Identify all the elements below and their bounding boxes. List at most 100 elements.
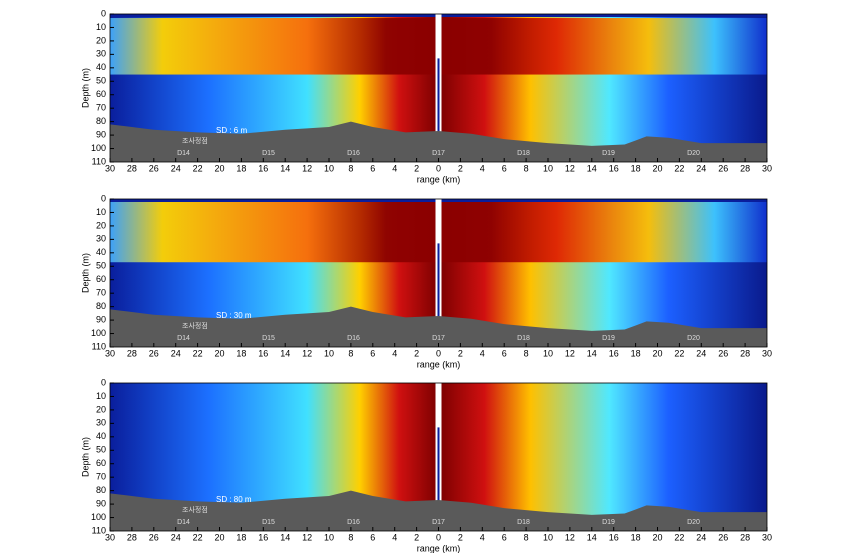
x-tick-label: 6 — [502, 532, 507, 542]
station-label: D18 — [517, 150, 530, 157]
source-depth-label: SD : 80 m — [216, 495, 252, 504]
y-tick-label: 110 — [92, 525, 106, 535]
source-depth-label: SD : 6 m — [216, 126, 247, 135]
station-label: D14 — [177, 335, 190, 342]
x-tick-label: 18 — [631, 532, 641, 542]
x-tick-label: 20 — [652, 163, 662, 173]
station-caption: 조사정점 — [182, 321, 208, 330]
station-label: D17 — [432, 150, 445, 157]
y-tick-label: 60 — [96, 458, 106, 468]
station-label: D15 — [262, 335, 275, 342]
x-tick-label: 18 — [236, 163, 246, 173]
x-tick-label: 24 — [171, 163, 181, 173]
station-label: D14 — [177, 519, 190, 526]
station-label: D16 — [347, 519, 360, 526]
y-tick-label: 100 — [91, 328, 106, 338]
x-tick-label: 2 — [458, 163, 463, 173]
x-tick-label: 8 — [348, 532, 353, 542]
x-tick-label: 30 — [105, 163, 115, 173]
x-tick-label: 24 — [171, 348, 181, 358]
x-tick-label: 14 — [587, 532, 597, 542]
x-tick-label: 30 — [762, 348, 772, 358]
y-tick-label: 10 — [96, 207, 106, 217]
x-tick-label: 28 — [127, 348, 137, 358]
x-tick-label: 24 — [171, 532, 181, 542]
x-tick-label: 26 — [149, 348, 159, 358]
x-tick-label: 24 — [696, 348, 706, 358]
seabed — [110, 121, 767, 162]
x-axis-label: range (km) — [417, 543, 461, 553]
x-tick-label: 22 — [193, 348, 203, 358]
x-tick-label: 8 — [524, 348, 529, 358]
source-core — [437, 243, 440, 325]
x-axis-label: range (km) — [417, 359, 461, 369]
x-tick-label: 16 — [258, 348, 268, 358]
x-tick-label: 20 — [652, 348, 662, 358]
x-tick-label: 28 — [127, 532, 137, 542]
x-tick-label: 6 — [502, 163, 507, 173]
y-tick-label: 90 — [96, 314, 106, 324]
x-tick-label: 24 — [696, 163, 706, 173]
y-tick-label: 70 — [96, 103, 106, 113]
x-tick-label: 8 — [348, 348, 353, 358]
station-label: D17 — [432, 519, 445, 526]
x-tick-label: 30 — [762, 532, 772, 542]
x-tick-label: 20 — [214, 348, 224, 358]
x-tick-label: 28 — [127, 163, 137, 173]
station-label: D19 — [602, 150, 615, 157]
x-tick-label: 28 — [740, 532, 750, 542]
x-tick-label: 6 — [370, 532, 375, 542]
x-tick-label: 0 — [436, 348, 441, 358]
x-tick-label: 4 — [392, 163, 397, 173]
x-tick-label: 30 — [105, 532, 115, 542]
y-tick-label: 70 — [96, 288, 106, 298]
y-tick-label: 100 — [91, 143, 106, 153]
station-label: D15 — [262, 519, 275, 526]
x-tick-label: 2 — [458, 348, 463, 358]
y-tick-label: 10 — [96, 391, 106, 401]
x-tick-label: 26 — [718, 348, 728, 358]
x-tick-label: 10 — [543, 163, 553, 173]
y-tick-label: 40 — [96, 62, 106, 72]
y-tick-label: 40 — [96, 431, 106, 441]
x-tick-label: 12 — [565, 532, 575, 542]
y-tick-label: 0 — [101, 377, 106, 387]
y-tick-label: 30 — [96, 234, 106, 244]
x-tick-label: 22 — [674, 532, 684, 542]
y-axis-label: Depth (m) — [80, 253, 90, 293]
x-tick-label: 22 — [674, 163, 684, 173]
x-tick-label: 10 — [324, 348, 334, 358]
x-tick-label: 18 — [631, 348, 641, 358]
y-axis-label: Depth (m) — [80, 68, 90, 108]
station-label: D20 — [687, 150, 700, 157]
x-tick-label: 10 — [324, 532, 334, 542]
x-tick-label: 24 — [696, 532, 706, 542]
x-tick-label: 20 — [652, 532, 662, 542]
x-tick-label: 16 — [609, 348, 619, 358]
source-core — [437, 58, 440, 140]
x-axis-label: range (km) — [417, 174, 461, 184]
y-tick-label: 30 — [96, 49, 106, 59]
y-tick-label: 90 — [96, 129, 106, 139]
y-tick-label: 110 — [92, 341, 106, 351]
x-tick-label: 0 — [436, 532, 441, 542]
y-axis-label: Depth (m) — [80, 437, 90, 477]
x-tick-label: 12 — [302, 532, 312, 542]
x-tick-label: 14 — [280, 532, 290, 542]
x-tick-label: 28 — [740, 163, 750, 173]
station-label: D15 — [262, 150, 275, 157]
y-tick-label: 70 — [96, 472, 106, 482]
station-label: D14 — [177, 150, 190, 157]
x-tick-label: 4 — [392, 532, 397, 542]
y-tick-label: 20 — [96, 404, 106, 414]
y-tick-label: 40 — [96, 247, 106, 257]
x-tick-label: 8 — [348, 163, 353, 173]
station-label: D16 — [347, 335, 360, 342]
x-tick-label: 6 — [370, 348, 375, 358]
x-tick-label: 14 — [280, 348, 290, 358]
x-tick-label: 14 — [280, 163, 290, 173]
y-tick-label: 0 — [101, 193, 106, 203]
seabed — [110, 490, 767, 531]
